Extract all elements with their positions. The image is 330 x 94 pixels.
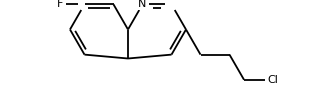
Text: F: F <box>57 0 64 9</box>
Text: N: N <box>138 0 147 9</box>
Text: Cl: Cl <box>268 75 279 85</box>
